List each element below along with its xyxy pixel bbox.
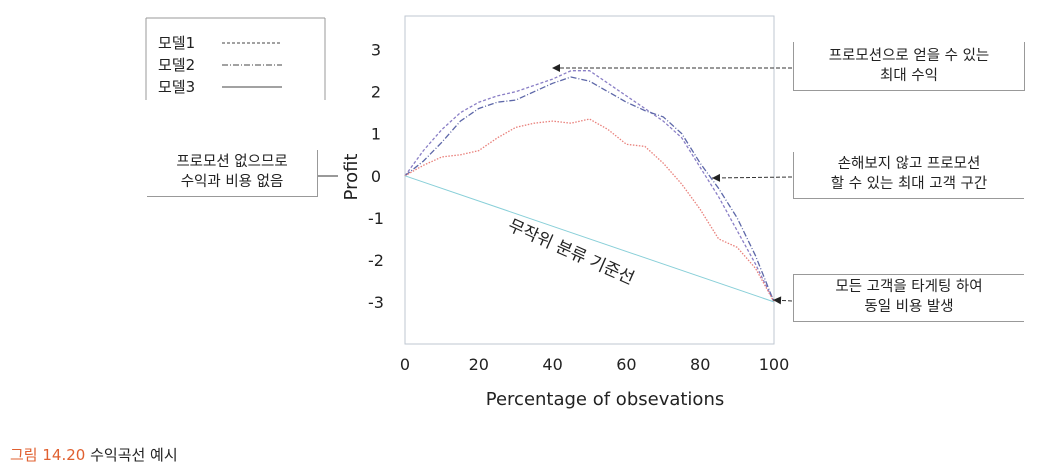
y-tick-label: 1 bbox=[371, 125, 381, 144]
model3-line bbox=[404, 118, 775, 303]
caption-text: 수익곡선 예시 bbox=[90, 446, 178, 464]
caption-number: 그림 14.20 bbox=[10, 446, 86, 464]
x-tick-label: 100 bbox=[759, 355, 790, 374]
random-baseline-line bbox=[404, 175, 775, 303]
x-tick-label: 0 bbox=[400, 355, 410, 374]
all-targeting-arrow-head bbox=[773, 296, 782, 305]
y-tick-label: -1 bbox=[368, 209, 384, 228]
y-tick-label: -2 bbox=[368, 251, 384, 270]
legend: 모델1 모델2 모델3 bbox=[145, 17, 326, 100]
max-profit-arrow-head bbox=[552, 64, 560, 72]
figure-caption: 그림 14.20 수익곡선 예시 bbox=[10, 444, 178, 465]
legend-label: 모델2 bbox=[158, 56, 195, 74]
annotation-breakeven: 손해보지 않고 프로모션 할 수 있는 최대 고객 구간 bbox=[793, 152, 1024, 199]
y-tick-label: 2 bbox=[371, 83, 381, 102]
x-tick-label: 60 bbox=[616, 355, 636, 374]
plot-frame bbox=[404, 15, 775, 345]
y-tick-labels: 3 2 1 0 -1 -2 -3 bbox=[368, 41, 384, 312]
model2-line bbox=[404, 76, 775, 303]
y-tick-label: 3 bbox=[371, 41, 381, 60]
y-tick-label: 0 bbox=[371, 167, 381, 186]
x-tick-label: 40 bbox=[542, 355, 562, 374]
breakeven-arrow-head bbox=[712, 173, 721, 182]
x-tick-label: 80 bbox=[690, 355, 710, 374]
y-axis-label: Profit bbox=[341, 154, 362, 201]
legend-label: 모델1 bbox=[158, 34, 195, 52]
y-tick-label: -3 bbox=[368, 293, 384, 312]
random-baseline-label: 무작위 분류 기준선 bbox=[505, 216, 637, 290]
annotation-no-promotion: 프로모션 없으므로 수익과 비용 없음 bbox=[147, 150, 318, 197]
x-tick-label: 20 bbox=[469, 355, 489, 374]
profit-curve-chart: 3 2 1 0 -1 -2 -3 0 20 40 60 80 100 Profit Percentag… bbox=[145, 15, 793, 410]
series-lines bbox=[404, 70, 775, 303]
model1-line bbox=[404, 70, 775, 303]
annotation-arrows bbox=[317, 64, 793, 305]
annotation-max-profit: 프로모션으로 얻을 수 있는 최대 수익 bbox=[793, 42, 1025, 91]
annotation-all-targeting: 모든 고객을 타게팅 하여 동일 비용 발생 bbox=[793, 274, 1024, 322]
x-tick-labels: 0 20 40 60 80 100 bbox=[400, 355, 789, 374]
x-axis-label: Percentage of obsevations bbox=[486, 389, 724, 410]
breakeven-arrow bbox=[711, 176, 793, 179]
legend-label: 모델3 bbox=[158, 78, 195, 96]
